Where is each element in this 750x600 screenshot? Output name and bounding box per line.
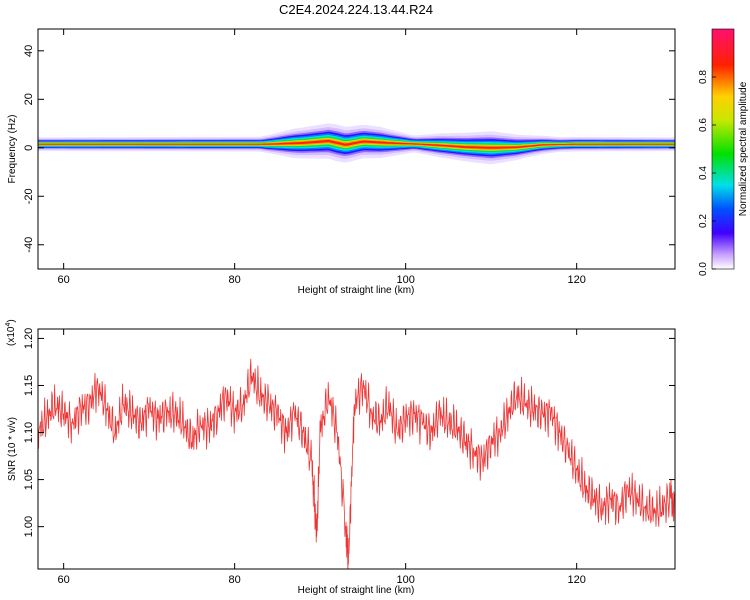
x-tick-label: 60 (58, 274, 70, 286)
x-tick-label: 100 (396, 574, 414, 586)
snr-exponent-prefix: (x10 (6, 326, 17, 346)
spectrogram-y-axis-label: Frequency (Hz) (7, 115, 18, 184)
y-tick-label: 1.10 (23, 422, 35, 443)
y-tick-label: 1.05 (23, 469, 35, 490)
y-tick-label: 40 (23, 45, 35, 57)
x-tick-label: 120 (567, 574, 585, 586)
y-tick-label: 0 (23, 145, 35, 151)
spectrogram-panel: 60 80 100 120 40 20 0 -20 -40 Height of straigh… (7, 28, 676, 296)
snr-exponent-value: 4 (5, 323, 12, 327)
figure-title: C2E4.2024.224.13.44.R24 (279, 2, 433, 17)
colorbar: 0.0 0.2 0.4 0.6 0.8 Normalized spectral ampl… (698, 28, 749, 276)
snr-plot-frame (37, 328, 676, 570)
y-tick-label: 1.00 (23, 516, 35, 537)
y-tick-label: -20 (23, 188, 35, 204)
y-tick-label: 1.15 (23, 375, 35, 396)
colorbar-tick-label: 0.0 (698, 262, 709, 276)
x-tick-label: 80 (229, 274, 241, 286)
x-tick-label: 100 (396, 274, 414, 286)
colorbar-label: Normalized spectral amplitude (738, 81, 749, 216)
colorbar-gradient (711, 28, 735, 270)
spectrogram-plot-frame (37, 28, 676, 270)
x-tick-label: 80 (229, 574, 241, 586)
x-tick-label: 120 (567, 274, 585, 286)
colorbar-tick-label: 0.2 (698, 214, 709, 228)
spectrogram-x-axis-label: Height of straight line (km) (298, 285, 415, 296)
colorbar-tick-label: 0.8 (698, 70, 709, 84)
spectrogram-y-ticks: 40 20 0 -20 -40 (23, 45, 675, 253)
snr-series-line (38, 358, 675, 569)
y-tick-label: 20 (23, 93, 35, 105)
colorbar-tick-label: 0.4 (698, 166, 709, 180)
snr-panel: 60 80 100 120 1.00 1.05 1.10 1.15 1.20 Height o… (5, 319, 676, 596)
spectral-band (38, 123, 675, 165)
colorbar-tick-label: 0.6 (698, 118, 709, 132)
snr-exponent-suffix: ) (6, 319, 17, 322)
y-tick-label: 1.20 (23, 328, 35, 349)
spectral-band-layer (38, 139, 675, 149)
snr-x-ticks: 60 80 100 120 (58, 329, 586, 586)
snr-y-exponent: (x104) (5, 319, 17, 346)
snr-y-axis-label: SNR (10 * v/v) (7, 417, 18, 481)
x-tick-label: 60 (58, 574, 70, 586)
spectrogram-x-ticks: 60 80 100 120 (58, 29, 586, 286)
snr-y-ticks: 1.00 1.05 1.10 1.15 1.20 (23, 328, 675, 537)
snr-x-axis-label: Height of straight line (km) (298, 585, 415, 596)
colorbar-ticks: 0.0 0.2 0.4 0.6 0.8 (698, 70, 716, 276)
y-tick-label: -40 (23, 237, 35, 253)
